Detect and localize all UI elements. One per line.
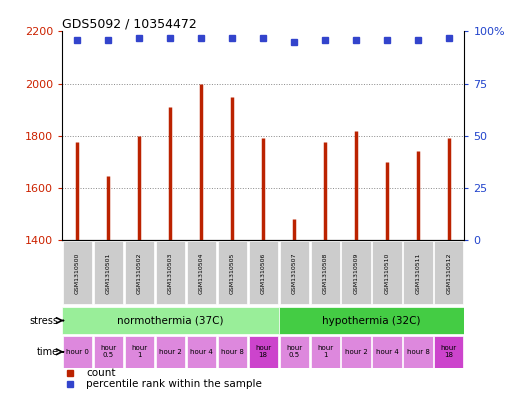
Bar [404,336,432,367]
Bar [156,336,185,367]
Bar [342,336,370,367]
Bar [125,336,154,367]
Bar [62,307,279,334]
Text: GSM1310505: GSM1310505 [230,252,235,294]
Text: GSM1310512: GSM1310512 [446,252,452,294]
Text: count: count [86,368,116,378]
Text: GSM1310511: GSM1310511 [415,252,421,294]
Bar [280,336,309,367]
Text: hour 2: hour 2 [159,349,182,355]
Bar [434,241,463,304]
Text: hour
0.5: hour 0.5 [100,345,117,358]
Bar [94,241,123,304]
Text: hour
1: hour 1 [131,345,148,358]
Text: GSM1310503: GSM1310503 [168,252,173,294]
Text: GSM1310510: GSM1310510 [384,252,390,294]
Bar [311,336,340,367]
Text: GSM1310502: GSM1310502 [137,252,142,294]
Text: GSM1310501: GSM1310501 [106,252,111,294]
Text: hour 4: hour 4 [376,349,398,355]
Text: hour
0.5: hour 0.5 [286,345,302,358]
Bar [373,336,401,367]
Bar [156,241,185,304]
Text: hypothermia (32C): hypothermia (32C) [322,316,421,325]
Text: hour
18: hour 18 [441,345,457,358]
Text: GSM1310506: GSM1310506 [261,252,266,294]
Text: hour 8: hour 8 [407,349,429,355]
Bar [373,241,401,304]
Text: stress: stress [30,316,59,325]
Text: normothermia (37C): normothermia (37C) [117,316,223,325]
Bar [342,241,370,304]
Text: hour 2: hour 2 [345,349,367,355]
Text: GSM1310504: GSM1310504 [199,252,204,294]
Text: GDS5092 / 10354472: GDS5092 / 10354472 [62,17,197,30]
Bar [218,336,247,367]
Bar [434,336,463,367]
Bar [218,241,247,304]
Bar [249,241,278,304]
Text: GSM1310500: GSM1310500 [75,252,80,294]
Text: GSM1310507: GSM1310507 [292,252,297,294]
Text: GSM1310509: GSM1310509 [353,252,359,294]
Bar [63,336,92,367]
Bar [63,241,92,304]
Bar [187,241,216,304]
Bar [280,241,309,304]
Text: hour 4: hour 4 [190,349,213,355]
Bar [279,307,464,334]
Text: percentile rank within the sample: percentile rank within the sample [86,379,262,389]
Bar [187,336,216,367]
Bar [125,241,154,304]
Text: hour
18: hour 18 [255,345,271,358]
Bar [94,336,123,367]
Text: hour 0: hour 0 [66,349,89,355]
Bar [311,241,340,304]
Bar [404,241,432,304]
Text: hour
1: hour 1 [317,345,333,358]
Text: time: time [37,347,59,357]
Bar [249,336,278,367]
Text: GSM1310508: GSM1310508 [322,252,328,294]
Text: hour 8: hour 8 [221,349,244,355]
